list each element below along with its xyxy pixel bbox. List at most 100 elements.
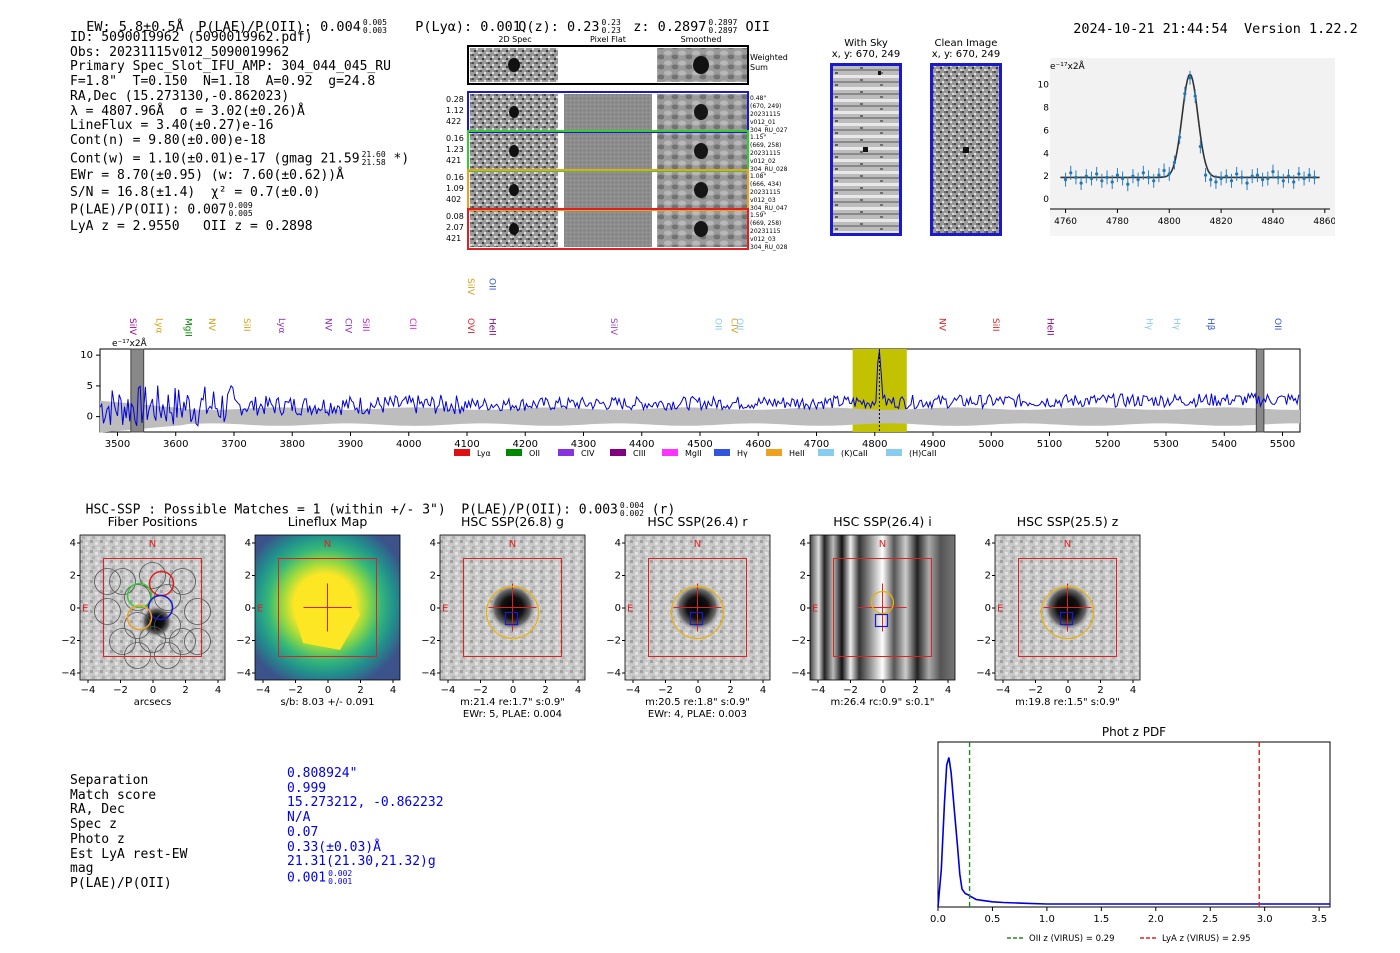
cutout-right-label: 20231115 <box>750 189 781 196</box>
hsc-title-end: (r) <box>651 502 676 518</box>
photz-frame <box>937 741 1331 908</box>
match-label-plae: P(LAE)/P(OII) <box>70 875 172 891</box>
hsc-caption-1: arcsecs <box>134 697 172 708</box>
cutout-smooth-source-0 <box>694 104 708 120</box>
hsc-ytick-label: −4 <box>421 668 436 679</box>
fit-point <box>1302 176 1306 181</box>
clean-coords: x, y: 670, 249 <box>931 49 1001 60</box>
weighted-sum-row: Weighted Sum <box>467 45 788 85</box>
info-plae-text: P(LAE)/P(OII): 0.007 <box>70 202 227 218</box>
fit-ytick-label: 2 <box>1043 172 1049 182</box>
spec-xtick-label: 4700 <box>804 439 829 450</box>
match-plae-text: 0.001 <box>287 870 327 886</box>
fit-point <box>1141 171 1145 175</box>
fit-point <box>1146 175 1151 179</box>
fiber-circle <box>94 568 121 595</box>
spectral-line-label: CIV <box>343 318 353 334</box>
weighted-label-1: Weighted <box>750 53 788 62</box>
fit-point <box>1095 172 1099 176</box>
cutout-flat-3 <box>564 211 652 247</box>
info-fline: F=1.8" T=0.150 N=1.18 A=0.92 g=24.8 <box>70 74 376 90</box>
match-value-score: 0.999 <box>287 780 327 796</box>
fit-point <box>1100 179 1104 183</box>
fit-point <box>1198 144 1202 149</box>
photz-plot: OII z (VIRUS) = 0.29 LyA z (VIRUS) = 2.95… <box>930 741 1331 944</box>
photz-legend-label: OII z (VIRUS) = 0.29 <box>1029 934 1115 944</box>
cutout-left-label: 0.16 <box>446 134 464 143</box>
cutout-right-label: 0.48" <box>750 95 766 102</box>
fit-unit-label: e⁻¹⁷x2Å <box>1050 60 1086 72</box>
info-contw: Cont(w) = 1.10(±0.01)e-17 (gmag 21.59 21.… <box>70 150 409 167</box>
match-plae-bounds: 0.002 0.001 <box>328 869 352 886</box>
hsc-east: E <box>442 604 448 615</box>
z-lo: 0.2897 <box>708 26 738 35</box>
info-ewr: EWr = 8.70(±0.95) (w: 7.60(±0.62))Å <box>70 167 344 183</box>
photz-title: Phot z PDF <box>1102 725 1166 739</box>
spec-xtick-label: 3500 <box>105 439 130 450</box>
fiber-circle <box>94 598 121 625</box>
spec-xtick-label: 3900 <box>338 439 363 450</box>
clean-header: Clean Image x, y: 670, 249 <box>928 38 1004 60</box>
hsc-aperture-box <box>1018 558 1117 657</box>
spectral-line-label: NV <box>322 318 332 332</box>
hsc-title-text: HSC-SSP : Possible Matches = 1 (within +… <box>85 502 618 518</box>
cutout-right-label: 304_RU_027 <box>750 127 788 134</box>
hsc-ytick-label: −4 <box>606 668 621 679</box>
spec-xtick-label: 4400 <box>629 439 654 450</box>
qz-lo: 0.23 <box>601 26 621 35</box>
fit-point <box>1281 179 1285 183</box>
hsc-title-bounds: 0.004 0.002 <box>620 502 644 518</box>
cutout-frame-3 <box>467 208 749 250</box>
hsc-caption-2: EWr: 4, PLAE: 0.003 <box>648 709 747 720</box>
info-plae: P(LAE)/P(OII): 0.007 0.009 0.005 <box>70 202 409 218</box>
fit-xtick-label: 4820 <box>1210 217 1233 227</box>
photz-xtick-label: 2.0 <box>1148 914 1164 925</box>
fit-point <box>1136 178 1140 182</box>
cutout-right-label: (670, 249) <box>750 103 781 110</box>
hsc-aperture-box <box>648 558 747 657</box>
cutout-spec-source-3 <box>509 223 519 235</box>
legend-label: MgII <box>685 449 702 458</box>
fiber-circle <box>109 568 136 595</box>
line-fit-plot: 4760 4780 4800 4820 4840 4860 0 2 4 6 8 10 e⁻¹⁷x2Å <box>1038 58 1335 236</box>
fit-point <box>1063 178 1068 182</box>
spectral-line-label: OII <box>734 318 744 330</box>
qz-bounds: 0.23 0.23 <box>602 19 621 35</box>
cutout-left-label: 1.12 <box>446 106 464 115</box>
hsc-xtick-label: −2 <box>843 685 858 696</box>
hsc-xtick-label: 2 <box>727 685 733 696</box>
fit-point <box>1312 175 1317 179</box>
hsc-ytick-label: 2 <box>800 571 806 582</box>
full-spectrum: SiIV Lyα MgII NV SiII Lyα NV CIV SiII CII SiIV OVI O… <box>80 278 1301 458</box>
fiber-circle <box>184 598 211 625</box>
cutout-smooth-source-1 <box>694 143 708 159</box>
contw-bounds: 21.60 21.58 <box>362 150 386 167</box>
info-lineflux: LineFlux = 3.40(±0.27)e-16 <box>70 118 274 134</box>
hsc-aperture-box <box>103 558 202 657</box>
fit-point <box>1224 174 1228 178</box>
cutout-left-label: 421 <box>446 156 461 165</box>
hsc-ytick-label: 0 <box>800 603 806 614</box>
fit-point <box>1074 175 1078 179</box>
hsc-ellipse <box>870 590 895 615</box>
spec-xtick-label: 5400 <box>1212 439 1237 450</box>
fit-point <box>1120 176 1125 181</box>
plae-lo: 0.003 <box>362 26 387 35</box>
with-sky-image <box>830 63 902 236</box>
hsc-xtick-label: 4 <box>945 685 951 696</box>
z-line: OII <box>745 19 770 35</box>
spectral-line-label: SiIV <box>465 278 475 296</box>
spec-ytick-label: 5 <box>87 381 93 392</box>
hsc-aperture-box <box>833 558 932 657</box>
spectral-line-label: SiIV <box>127 318 137 336</box>
photz-xtick-label: 3.5 <box>1311 914 1327 925</box>
cutout-spec-source-1 <box>509 145 519 157</box>
match-value-plae: 0.001 0.002 0.001 <box>287 869 444 886</box>
hsc-ytick-label: −2 <box>61 636 76 647</box>
col-title-flat: Pixel Flat <box>590 35 626 44</box>
spectral-line-label: SiIV <box>608 318 618 336</box>
hsc-north: N <box>509 539 516 550</box>
hsc-ytick-label: −4 <box>236 668 251 679</box>
fit-point <box>1286 174 1291 178</box>
spectral-line-label: OII <box>487 278 497 290</box>
